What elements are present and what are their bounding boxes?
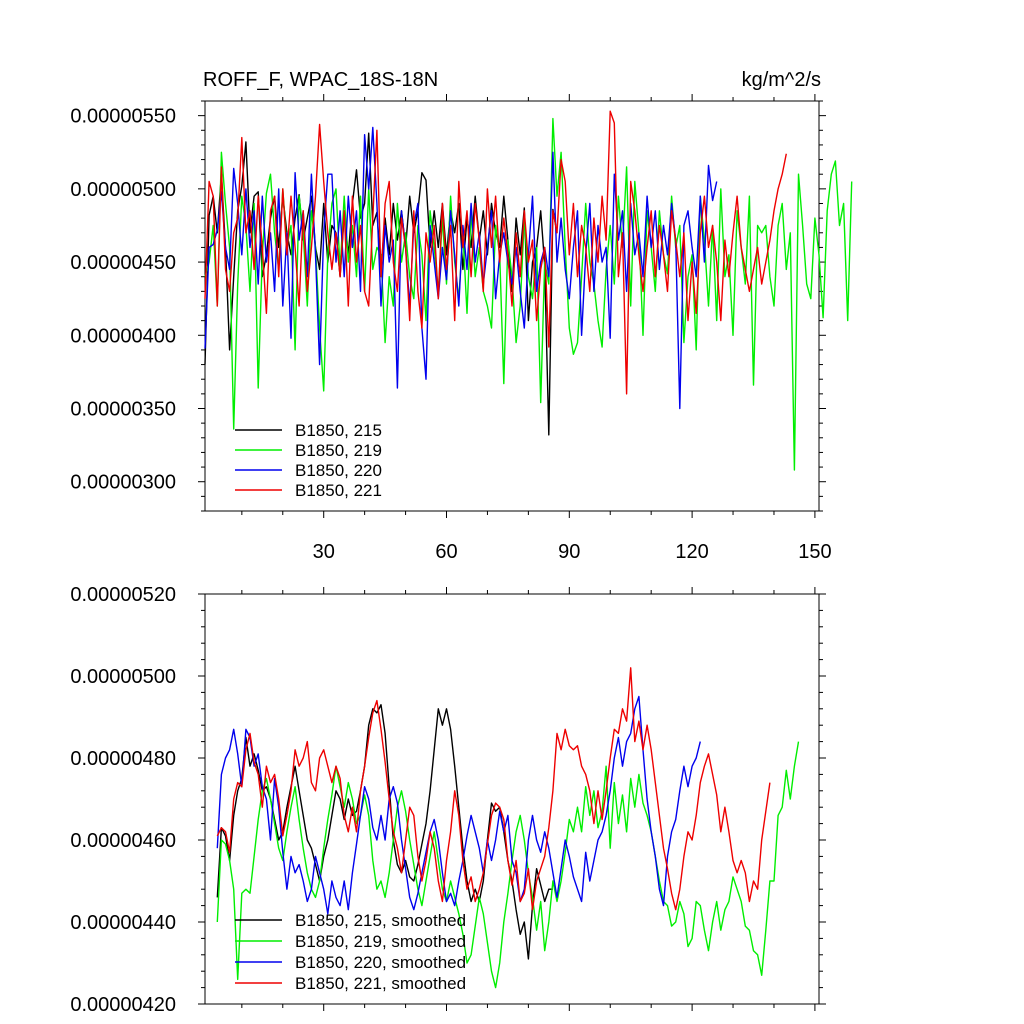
top-xtick-label: 30 bbox=[313, 541, 335, 563]
top-xtick-labels: 30 60 90 120 150 bbox=[313, 541, 832, 563]
bottom-legend: B1850, 215, smoothed B1850, 219, smoothe… bbox=[235, 911, 466, 993]
bottom-ytick-labels: 0.00000420 0.00000440 0.00000460 0.00000480… bbox=[70, 584, 176, 1016]
bottom-legend-label-220: B1850, 220, smoothed bbox=[295, 953, 466, 972]
bottom-ytick-label: 0.00000460 bbox=[70, 830, 176, 852]
top-ytick-label: 0.00000300 bbox=[70, 472, 176, 494]
top-legend-label-219: B1850, 219 bbox=[295, 441, 382, 460]
top-chart-title: ROFF_F, WPAC_18S-18N bbox=[203, 69, 438, 91]
top-xtick-label: 150 bbox=[798, 541, 831, 563]
bottom-plot-frame bbox=[204, 593, 820, 1005]
top-ytick-label: 0.00000350 bbox=[70, 399, 176, 421]
top-xtick-label: 120 bbox=[675, 541, 708, 563]
bottom-legend-label-215: B1850, 215, smoothed bbox=[295, 911, 466, 930]
top-series-line-221 bbox=[204, 110, 787, 395]
bottom-series-line-219 bbox=[216, 741, 800, 989]
bottom-series-line-220 bbox=[216, 695, 701, 915]
bottom-series-line-221 bbox=[216, 667, 771, 911]
top-legend-label-221: B1850, 221 bbox=[295, 481, 382, 500]
top-legend-label-220: B1850, 220 bbox=[295, 461, 382, 480]
bottom-ytick-label: 0.00000440 bbox=[70, 912, 176, 934]
top-ytick-label: 0.00000450 bbox=[70, 252, 176, 274]
bottom-panel: 0.00000420 0.00000440 0.00000460 0.00000480… bbox=[70, 584, 826, 1016]
bottom-ytick-label: 0.00000420 bbox=[70, 994, 176, 1016]
bottom-series bbox=[216, 667, 800, 989]
bottom-ticks bbox=[198, 587, 826, 1011]
top-series-line-219 bbox=[204, 117, 853, 471]
top-legend: B1850, 215 B1850, 219 B1850, 220 B1850, … bbox=[235, 421, 382, 500]
bottom-legend-label-219: B1850, 219, smoothed bbox=[295, 932, 466, 951]
top-legend-label-215: B1850, 215 bbox=[295, 421, 382, 440]
top-panel: ROFF_F, WPAC_18S-18N kg/m^2/s 0.00000300… bbox=[70, 69, 853, 563]
top-xtick-label: 60 bbox=[435, 541, 457, 563]
top-ytick-label: 0.00000400 bbox=[70, 325, 176, 347]
top-ticks bbox=[198, 94, 826, 518]
bottom-ytick-label: 0.00000500 bbox=[70, 666, 176, 688]
bottom-ytick-label: 0.00000480 bbox=[70, 748, 176, 770]
top-ytick-label: 0.00000500 bbox=[70, 179, 176, 201]
top-series bbox=[204, 110, 853, 471]
top-series-line-220 bbox=[204, 126, 718, 410]
top-ytick-label: 0.00000550 bbox=[70, 106, 176, 128]
bottom-legend-label-221: B1850, 221, smoothed bbox=[295, 974, 466, 993]
top-ytick-labels: 0.00000300 0.00000350 0.00000400 0.00000450… bbox=[70, 106, 176, 494]
top-xtick-label: 90 bbox=[558, 541, 580, 563]
top-chart-units: kg/m^2/s bbox=[742, 69, 821, 91]
bottom-ytick-label: 0.00000520 bbox=[70, 584, 176, 606]
